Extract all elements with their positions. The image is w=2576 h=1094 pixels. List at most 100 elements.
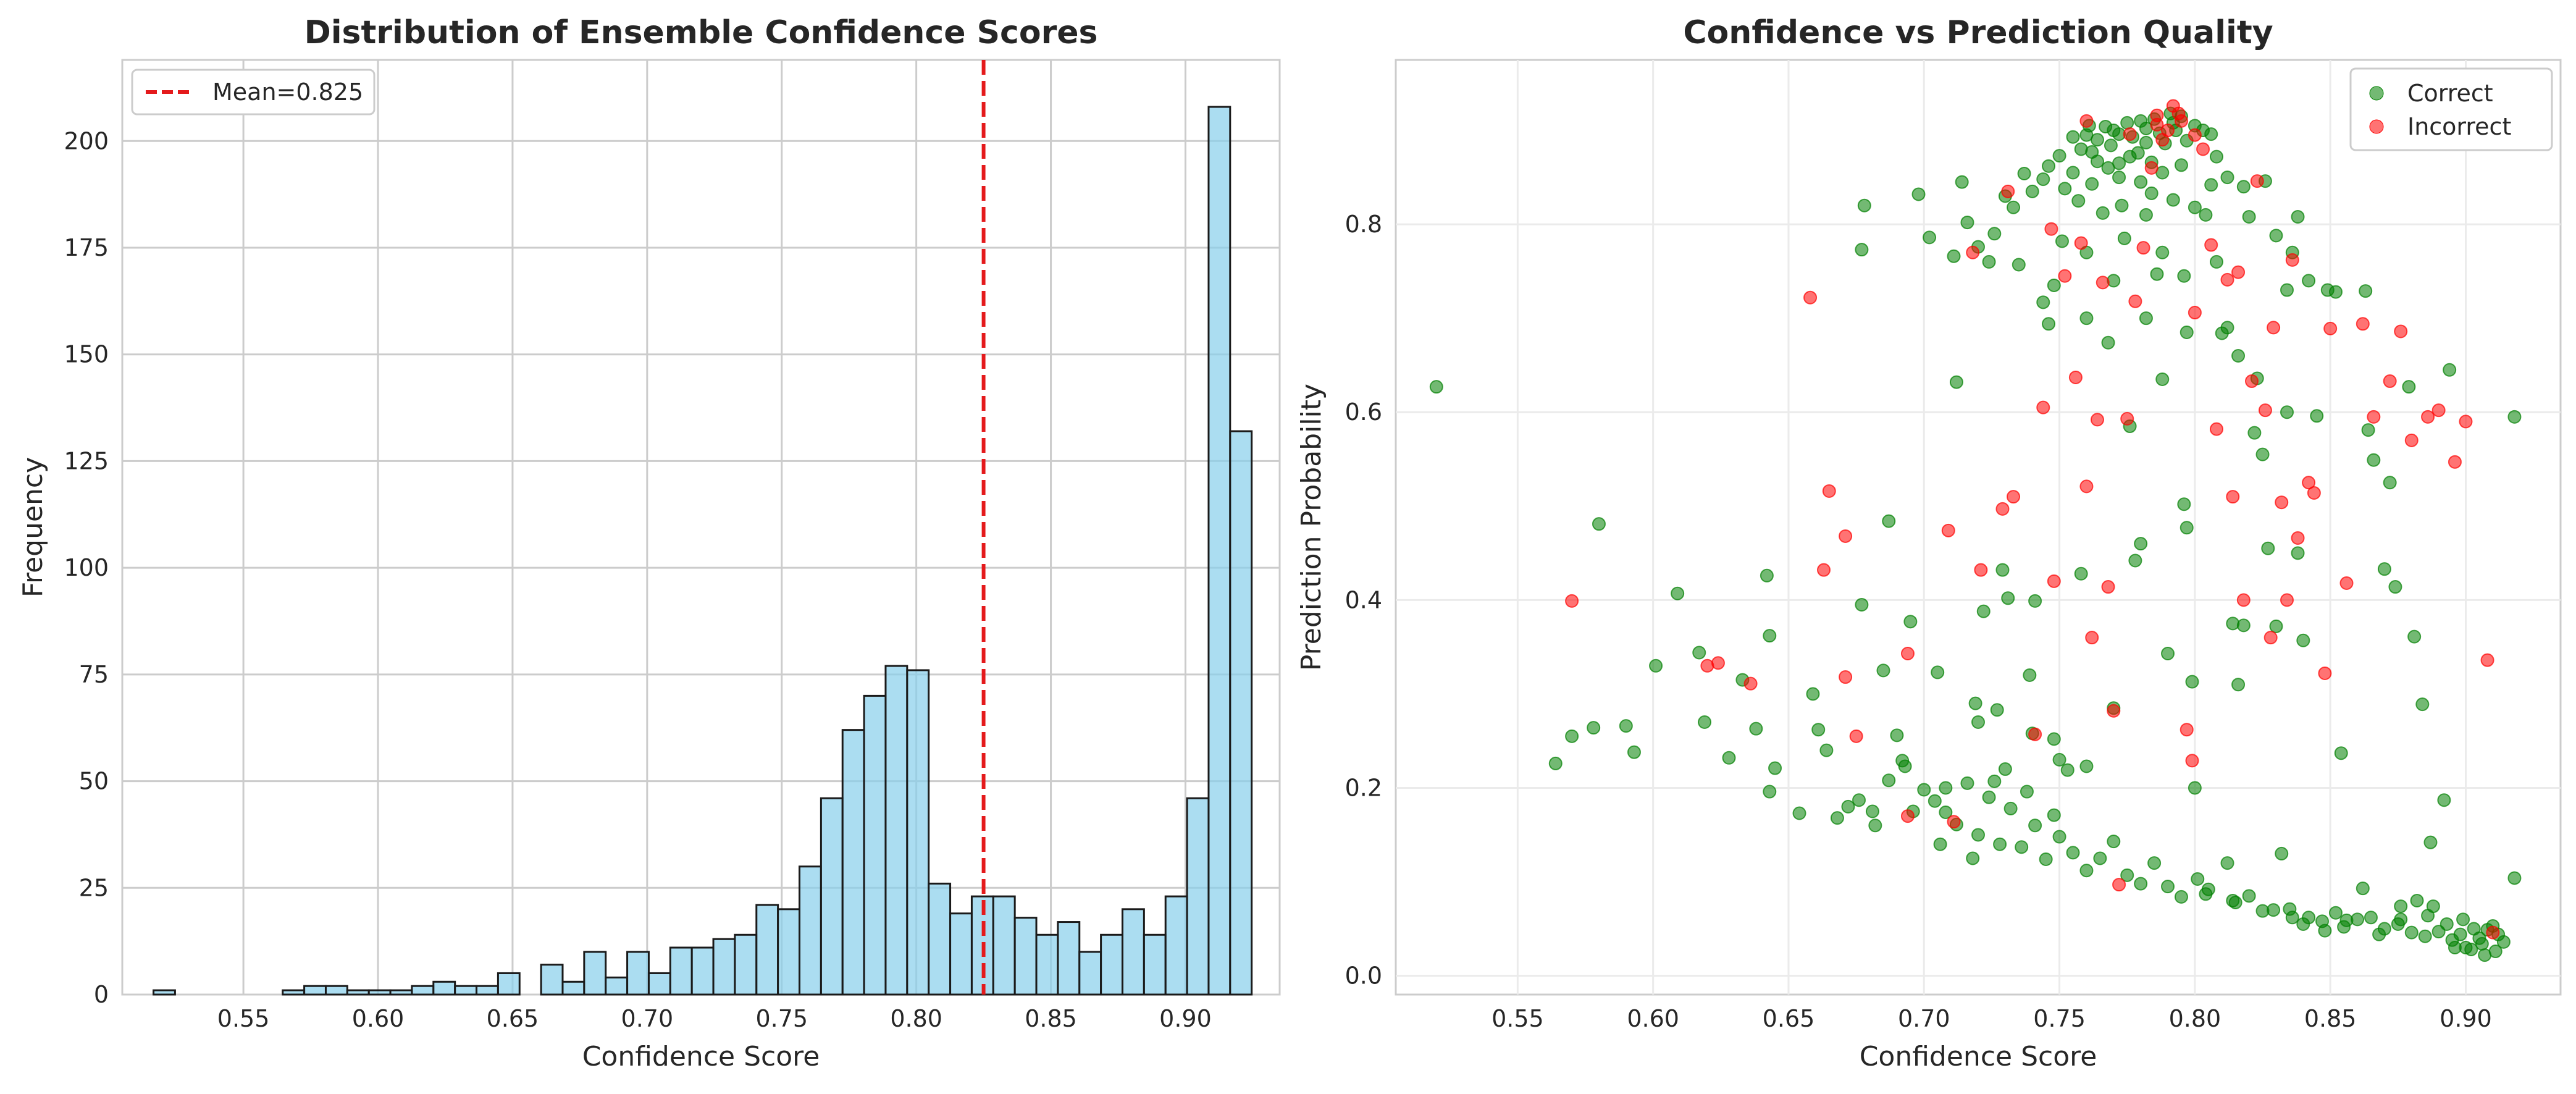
scatter-point-correct: [2275, 846, 2289, 860]
scatter-point-incorrect: [2107, 704, 2121, 718]
scatter-point-correct: [1890, 728, 1904, 743]
scatter-point-correct: [2003, 801, 2018, 815]
scatter-point-incorrect: [2220, 272, 2234, 287]
scatter-point-correct: [2058, 182, 2072, 196]
scatter-point-correct: [2017, 166, 2031, 180]
histogram-x-tick-label: 0.55: [217, 1005, 270, 1032]
scatter-x-tick-label: 0.55: [1491, 1005, 1544, 1032]
histogram-y-tick-label: 25: [79, 874, 109, 901]
scatter-point-correct: [2209, 149, 2223, 164]
scatter-point-correct: [2242, 889, 2256, 903]
scatter-point-correct: [2139, 208, 2153, 222]
scatter-point-incorrect: [2448, 455, 2462, 469]
histogram-bar: [712, 938, 736, 996]
scatter-point-correct: [2228, 895, 2242, 909]
scatter-point-correct: [2334, 746, 2348, 760]
scatter-point-correct: [2351, 912, 2365, 927]
scatter-point-correct: [1995, 563, 2010, 577]
scatter-point-incorrect: [1816, 563, 1831, 577]
scatter-series-incorrect: [1565, 99, 2500, 940]
scatter-point-correct: [2328, 285, 2343, 299]
scatter-point-correct: [2112, 170, 2126, 185]
histogram-y-axis-label: Frequency: [17, 457, 49, 597]
scatter-point-correct: [1882, 773, 1896, 788]
histogram-bar: [884, 665, 908, 996]
scatter-point-correct: [2201, 882, 2215, 896]
scatter-point-correct: [1987, 227, 2002, 241]
scatter-point-correct: [2052, 752, 2066, 767]
scatter-y-tick-label: 0.4: [1345, 586, 1382, 613]
scatter-point-incorrect: [1995, 502, 2010, 516]
histogram-x-tick-labels: 0.55 0.60 0.65 0.70 0.75 0.80 0.85 0.90: [217, 1005, 1212, 1032]
scatter-point-incorrect: [2431, 403, 2446, 418]
histogram-plot-area: [121, 59, 1281, 996]
histogram-bar: [755, 904, 779, 996]
scatter-x-axis-label: Confidence Score: [1860, 1041, 2097, 1072]
scatter-point-incorrect: [2112, 878, 2126, 892]
scatter-point-correct: [2079, 864, 2094, 878]
scatter-x-tick-labels: 0.55 0.60 0.65 0.70 0.75 0.80 0.85 0.90: [1491, 1005, 2492, 1032]
scatter-point-correct: [2231, 678, 2246, 692]
scatter-point-correct: [1698, 715, 1712, 730]
scatter-y-tick-labels: 0.0 0.2 0.4 0.6 0.8: [1345, 211, 1382, 989]
scatter-point-correct: [2356, 882, 2370, 896]
scatter-point-correct: [1806, 687, 1820, 701]
scatter-point-correct: [1592, 517, 1606, 531]
scatter-point-correct: [2177, 497, 2191, 511]
scatter-point-correct: [2071, 194, 2086, 208]
histogram-bar: [1164, 895, 1188, 996]
scatter-point-correct: [2090, 154, 2104, 169]
scatter-point-correct: [2066, 130, 2080, 144]
scatter-point-incorrect: [2383, 374, 2397, 389]
histogram-y-tick-label: 0: [94, 981, 109, 1008]
scatter-point-correct: [1876, 663, 1890, 678]
scatter-point-incorrect: [2128, 294, 2142, 308]
scatter-point-incorrect: [2275, 495, 2289, 510]
scatter-point-correct: [1865, 804, 1879, 818]
scatter-point-incorrect: [1839, 670, 1853, 684]
scatter-point-incorrect: [2068, 370, 2083, 384]
histogram-bar: [841, 729, 865, 996]
scatter-point-incorrect: [2161, 124, 2175, 138]
scatter-point-correct: [2247, 426, 2262, 440]
histogram-x-tick-label: 0.90: [1159, 1005, 1212, 1032]
scatter-point-correct: [1960, 776, 1974, 790]
histogram-bar: [303, 985, 327, 996]
scatter-point-correct: [2188, 781, 2202, 795]
histogram-x-tick-label: 0.65: [487, 1005, 539, 1032]
histogram-x-tick-label: 0.75: [755, 1005, 808, 1032]
histogram-bar: [346, 989, 370, 996]
scatter-point-incorrect: [2188, 128, 2202, 142]
histogram-y-tick-label: 125: [64, 447, 109, 474]
scatter-point-correct: [2015, 840, 2029, 854]
scatter-point-correct: [2415, 697, 2430, 712]
scatter-point-correct: [2296, 917, 2310, 931]
scatter-point-correct: [1619, 719, 1633, 733]
scatter-point-correct: [2236, 180, 2251, 194]
scatter-point-correct: [1998, 762, 2012, 776]
histogram-bar: [583, 951, 607, 996]
scatter-x-tick-label: 0.75: [2033, 1005, 2086, 1032]
scatter-point-correct: [2269, 229, 2283, 243]
scatter-point-incorrect: [2323, 321, 2338, 335]
scatter-point-correct: [2139, 311, 2153, 326]
scatter-point-correct: [1960, 216, 1974, 230]
scatter-point-correct: [2407, 629, 2422, 644]
scatter-point-incorrect: [2188, 306, 2202, 320]
histogram-bar: [690, 946, 715, 996]
scatter-point-correct: [2191, 872, 2205, 886]
scatter-point-incorrect: [2285, 253, 2299, 267]
scatter-point-correct: [2231, 348, 2246, 363]
scatter-point-incorrect: [2404, 433, 2419, 447]
scatter-point-correct: [2478, 948, 2492, 962]
scatter-point-correct: [2421, 909, 2435, 923]
scatter-point-incorrect: [2394, 324, 2408, 339]
scatter-point-correct: [2020, 785, 2034, 799]
scatter-point-correct: [2410, 893, 2424, 907]
scatter-point-correct: [1852, 793, 1866, 807]
histogram-y-tick-label: 75: [79, 661, 109, 688]
scatter-point-correct: [1993, 837, 2007, 851]
scatter-point-incorrect: [1900, 809, 1915, 823]
scatter-point-correct: [1971, 715, 1985, 730]
scatter-point-incorrect: [2226, 490, 2240, 504]
